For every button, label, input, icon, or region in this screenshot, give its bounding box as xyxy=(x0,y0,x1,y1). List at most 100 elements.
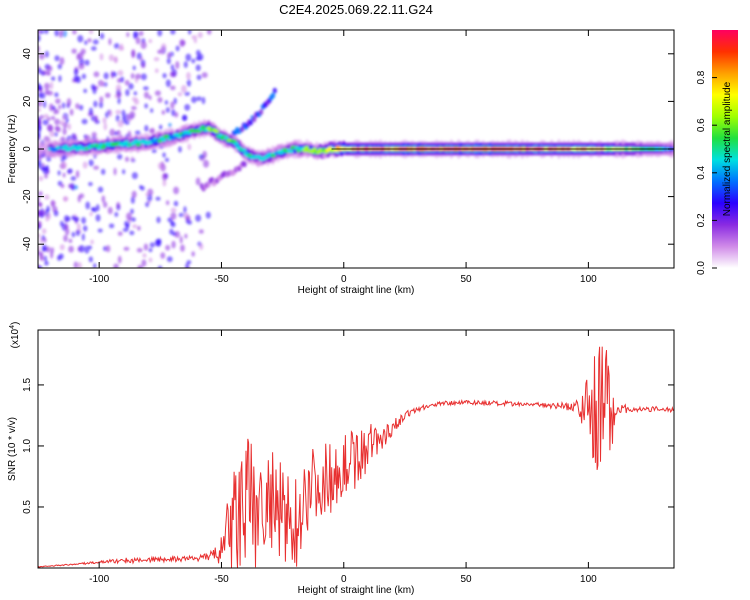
spectrogram-noise-blob xyxy=(182,114,188,122)
spectrogram-noise-blob xyxy=(140,73,147,81)
spectrogram-noise-blob xyxy=(117,255,122,264)
spectrogram-noise-blob xyxy=(121,169,126,175)
spectrogram-noise-blob xyxy=(170,207,177,213)
spectrogram-noise-blob xyxy=(68,238,73,243)
spectrogram-noise-blob xyxy=(134,130,141,136)
spectrogram-noise-blob xyxy=(38,67,42,74)
spectrogram-noise-blob xyxy=(126,32,130,38)
spectrogram-noise-blob xyxy=(61,115,67,121)
spectrogram-noise-blob xyxy=(157,30,163,37)
spectrogram-noise-blob xyxy=(196,74,202,81)
snr-y-label: SNR (10 * v/v) xyxy=(7,417,18,481)
spectrogram-noise-blob xyxy=(62,172,66,178)
spectrogram-noise-blob xyxy=(113,167,117,176)
spectrogram-noise-blob xyxy=(143,86,149,91)
spectrogram-noise-blob xyxy=(149,242,155,248)
spectrogram-noise-blob xyxy=(130,156,134,162)
x-tick-label: -100 xyxy=(89,274,109,285)
spectrogram-noise-blob xyxy=(41,234,45,241)
spectrogram-noise-blob xyxy=(195,56,202,61)
spectrogram-noise-blob xyxy=(44,260,49,266)
spectrogram-noise-blob xyxy=(116,91,122,98)
spectrogram-noise-blob xyxy=(103,201,108,208)
spectrogram-noise-blob xyxy=(117,70,124,76)
spectrogram-noise-blob xyxy=(81,216,87,224)
spectrogram-noise-blob xyxy=(43,255,48,262)
spectrogram-noise-blob xyxy=(157,265,163,268)
spectrogram-ridge-blob xyxy=(170,136,177,141)
spectrogram-noise-blob xyxy=(59,244,65,251)
spectrogram-noise-blob xyxy=(173,200,179,207)
spectrogram-noise-blob xyxy=(59,57,65,66)
spectrogram-noise-blob xyxy=(92,39,99,45)
spectrogram-noise-blob xyxy=(136,225,141,231)
spectrogram-noise-blob xyxy=(39,114,45,120)
spectrogram-noise-blob xyxy=(148,248,153,253)
spectrogram-noise-blob xyxy=(55,126,62,133)
spectrogram-noise-blob xyxy=(44,194,50,200)
colorbar-tick-label: 0.2 xyxy=(696,213,707,227)
spectrogram-noise-blob xyxy=(81,233,85,241)
spectrogram-noise-blob xyxy=(165,79,171,88)
spectrogram-noise-blob xyxy=(141,62,146,69)
spectrogram-noise-blob xyxy=(114,212,119,217)
spectrogram-noise-blob xyxy=(46,90,54,96)
spectrogram-noise-blob xyxy=(135,73,142,80)
spectrogram-noise-blob xyxy=(93,71,100,78)
spectrogram-noise-blob xyxy=(61,102,66,109)
spectrogram-ridge-blob xyxy=(303,145,310,150)
spectrogram-scatter xyxy=(38,30,674,268)
spectrogram-noise-blob xyxy=(151,148,157,154)
spectrogram-branch-blob xyxy=(248,119,254,126)
spectrogram-noise-blob xyxy=(131,190,137,199)
colorbar-tick-label: 0.8 xyxy=(696,70,707,84)
spectrogram-noise-blob xyxy=(40,92,46,99)
spectrogram-noise-blob xyxy=(117,231,123,236)
spectrogram-noise-blob xyxy=(72,30,77,35)
spectrogram-noise-blob xyxy=(72,133,77,140)
spectrogram-noise-blob xyxy=(148,257,153,263)
spectrogram-noise-blob xyxy=(54,118,61,126)
spectrogram-noise-blob xyxy=(195,177,201,186)
spectrogram-ridge-blob xyxy=(288,149,294,154)
spectrogram-noise-blob xyxy=(67,123,72,130)
spectrogram-noise-blob xyxy=(38,132,41,138)
spectrogram-noise-blob xyxy=(93,165,100,170)
spectrogram-noise-blob xyxy=(179,236,183,244)
chart-title: C2E4.2025.069.22.11.G24 xyxy=(279,2,433,17)
spectrogram-panel: -100 -50 0 50 100 -40 -20 0 20 40 Height of stra… xyxy=(7,29,675,296)
spectrogram-noise-blob xyxy=(62,196,69,202)
spectrogram-noise-blob xyxy=(100,81,105,87)
spectrogram-noise-blob xyxy=(115,114,120,122)
spectrogram-noise-blob xyxy=(82,161,88,169)
spectrogram-noise-blob xyxy=(75,229,81,236)
snr-frame xyxy=(37,329,675,569)
spectrogram-noise-blob xyxy=(88,245,93,250)
spectrogram-branch-blob xyxy=(252,116,257,123)
spectrogram-noise-blob xyxy=(43,82,50,90)
spectrogram-noise-blob xyxy=(166,256,173,263)
spectrogram-y-label: Frequency (Hz) xyxy=(7,115,18,184)
y-tick-label: 1.0 xyxy=(22,439,33,453)
x-tick-label: 50 xyxy=(461,274,473,285)
spectrogram-noise-blob xyxy=(113,263,119,268)
spectrogram-noise-blob xyxy=(78,104,84,111)
spectrogram-noise-blob xyxy=(50,115,56,121)
spectrogram-noise-blob xyxy=(93,100,98,108)
spectrogram-noise-blob xyxy=(108,223,115,229)
spectrogram-noise-blob xyxy=(145,201,150,208)
spectrogram-noise-blob xyxy=(191,96,197,104)
spectrogram-noise-blob xyxy=(67,183,74,189)
spectrogram-noise-blob xyxy=(60,161,67,170)
spectrogram-noise-blob xyxy=(78,244,85,253)
spectrogram-noise-blob xyxy=(137,264,143,268)
spectrogram-noise-blob xyxy=(38,250,41,256)
spectrogram-noise-blob xyxy=(59,120,65,126)
spectrogram-noise-blob xyxy=(89,211,93,217)
spectrogram-noise-blob xyxy=(180,40,186,46)
spectrogram-noise-blob xyxy=(38,202,43,208)
spectrogram-noise-blob xyxy=(38,100,43,107)
spectrogram-noise-blob xyxy=(186,79,192,87)
spectrogram-noise-blob xyxy=(77,261,82,268)
